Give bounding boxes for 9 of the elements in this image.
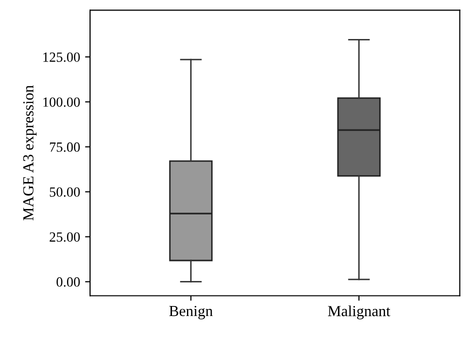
y-tick-label: 125.00 [43,52,80,62]
y-tick-label: 75.00 [50,142,80,152]
y-axis-title: MAGE A3 expression [23,85,37,220]
y-tick-label: 100.00 [43,97,80,107]
x-tick-label: Benign [169,306,213,320]
y-tick-label: 25.00 [50,232,80,242]
x-tick-label: Malignant [328,305,390,320]
y-tick-label: 50.00 [50,187,80,197]
y-tick-label: 0.00 [56,277,80,287]
